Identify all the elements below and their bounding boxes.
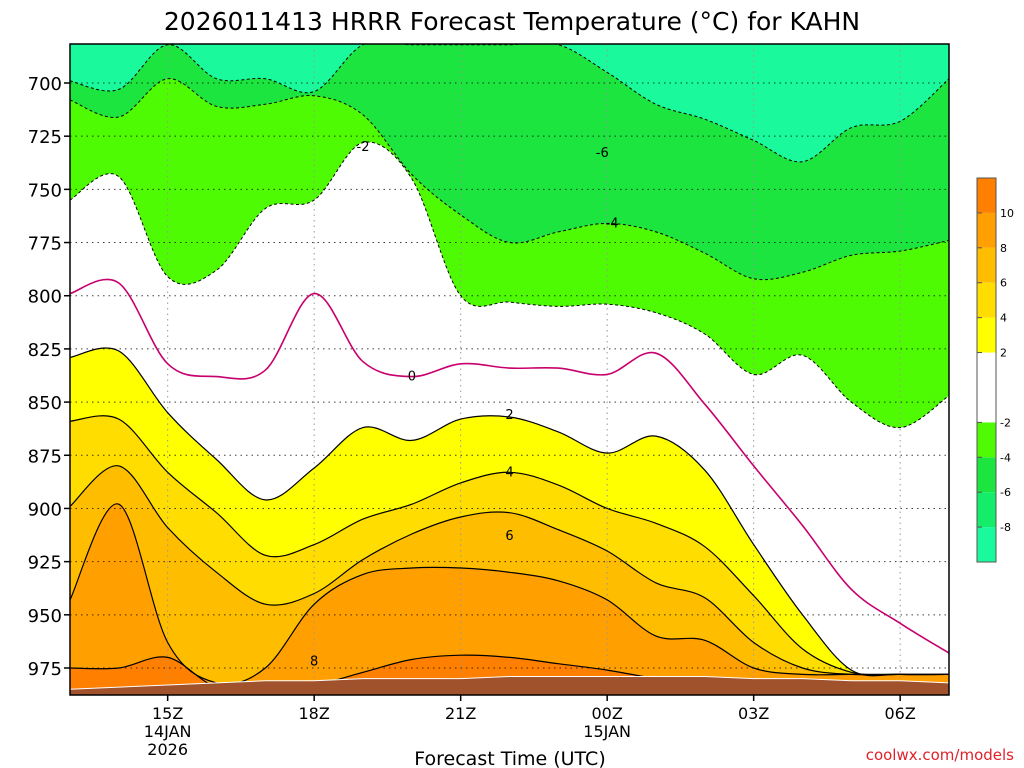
colorbar-bin--4-to--2 xyxy=(977,422,996,458)
y-tick-label-925: 925 xyxy=(28,553,62,574)
x-tick-label-03Z: 03Z xyxy=(738,704,769,723)
x-tick-label-18Z: 18Z xyxy=(299,704,330,723)
x-axis-label: Forecast Time (UTC) xyxy=(414,748,605,768)
colorbar-tick-label-10: 10 xyxy=(1000,207,1014,220)
y-tick-label-750: 750 xyxy=(28,180,62,201)
ground-fill xyxy=(70,676,949,695)
x-tick-date-15Z: 14JAN xyxy=(144,722,192,741)
y-tick-label-800: 800 xyxy=(28,287,62,308)
fill-above-8 xyxy=(70,504,949,695)
credit-text: coolwx.com/models xyxy=(866,746,1014,764)
x-tick-label-06Z: 06Z xyxy=(885,704,916,723)
colorbar-bin--2-to-2 xyxy=(977,352,996,423)
x-tick-year-15Z: 2026 xyxy=(147,740,188,759)
colorbar-tick-label--4: -4 xyxy=(1000,451,1011,464)
isotherm-line-2 xyxy=(70,347,949,677)
colorbar-tick-label-8: 8 xyxy=(1000,242,1007,255)
isotherm-label--4: -4 xyxy=(606,216,619,231)
isotherm-label-6: 6 xyxy=(505,529,513,544)
temperature-fill-regions xyxy=(70,44,949,695)
colorbar-tick-label-6: 6 xyxy=(1000,277,1007,290)
ground-below-surface xyxy=(70,676,949,695)
colorbar-tick-label-2: 2 xyxy=(1000,347,1007,360)
isotherm-label-2: 2 xyxy=(505,408,513,423)
y-tick-label-725: 725 xyxy=(28,127,62,148)
colorbar-legend: -8 -6 -4 -2 2 4 6 8 10 xyxy=(976,177,1014,563)
colorbar-bin--6-to--4 xyxy=(977,457,996,493)
colorbar-bin--8-to--6 xyxy=(977,492,996,528)
isotherm-line--2 xyxy=(70,141,949,429)
isotherm-label-0: 0 xyxy=(408,370,416,385)
isotherm-label-4: 4 xyxy=(505,465,513,480)
colorbar-bin-8-to-10 xyxy=(977,212,996,248)
plot-frame xyxy=(69,43,950,696)
colorbar-bin--10-to--8 xyxy=(977,527,996,562)
colorbar-bin-2-to-4 xyxy=(977,317,996,353)
isotherm-line--4 xyxy=(70,78,949,281)
y-tick-label-950: 950 xyxy=(28,606,62,627)
y-tick-label-850: 850 xyxy=(28,393,62,414)
x-tick-label-00Z: 00Z xyxy=(592,704,623,723)
colorbar-tick-label-4: 4 xyxy=(1000,312,1007,325)
colorbar-frame xyxy=(976,177,997,563)
isotherm-lines xyxy=(70,44,949,693)
isotherm-line-0 xyxy=(70,278,949,654)
colorbar-bin-4-to-6 xyxy=(977,282,996,318)
isotherm-line--6 xyxy=(70,44,949,163)
isotherm-label--6: -6 xyxy=(596,146,609,161)
y-tick-label-975: 975 xyxy=(28,659,62,680)
x-tick-label-15Z: 15Z xyxy=(152,704,183,723)
colorbar-tick-label--6: -6 xyxy=(1000,486,1011,499)
colorbar-bin-10-to-12 xyxy=(977,178,996,213)
isotherm-labels: -6 -4 -2 0 2 4 6 8 xyxy=(310,140,619,670)
y-axis: 700 725 750 775 800 825 850 875 900 925 950 975 xyxy=(28,74,70,680)
isotherm-label-8: 8 xyxy=(310,655,318,670)
isotherm-label--2: -2 xyxy=(357,140,370,155)
y-tick-label-700: 700 xyxy=(28,74,62,95)
isotherm-line-6 xyxy=(70,465,949,676)
isotherm-line-8 xyxy=(70,503,949,685)
fill-above-10 xyxy=(70,655,949,695)
colorbar-bin-6-to-8 xyxy=(977,247,996,283)
colorbar-tick-label--2: -2 xyxy=(1000,416,1011,429)
y-tick-label-775: 775 xyxy=(28,234,62,255)
x-tick-date-00Z: 15JAN xyxy=(583,722,631,741)
y-tick-label-900: 900 xyxy=(28,499,62,520)
x-tick-label-21Z: 21Z xyxy=(445,704,476,723)
chart-title: 2026011413 HRRR Forecast Temperature (°C… xyxy=(164,7,860,36)
y-tick-label-875: 875 xyxy=(28,446,62,467)
y-tick-label-825: 825 xyxy=(28,340,62,361)
colorbar-tick-label--8: -8 xyxy=(1000,521,1011,534)
isotherm-line-4 xyxy=(70,415,949,676)
